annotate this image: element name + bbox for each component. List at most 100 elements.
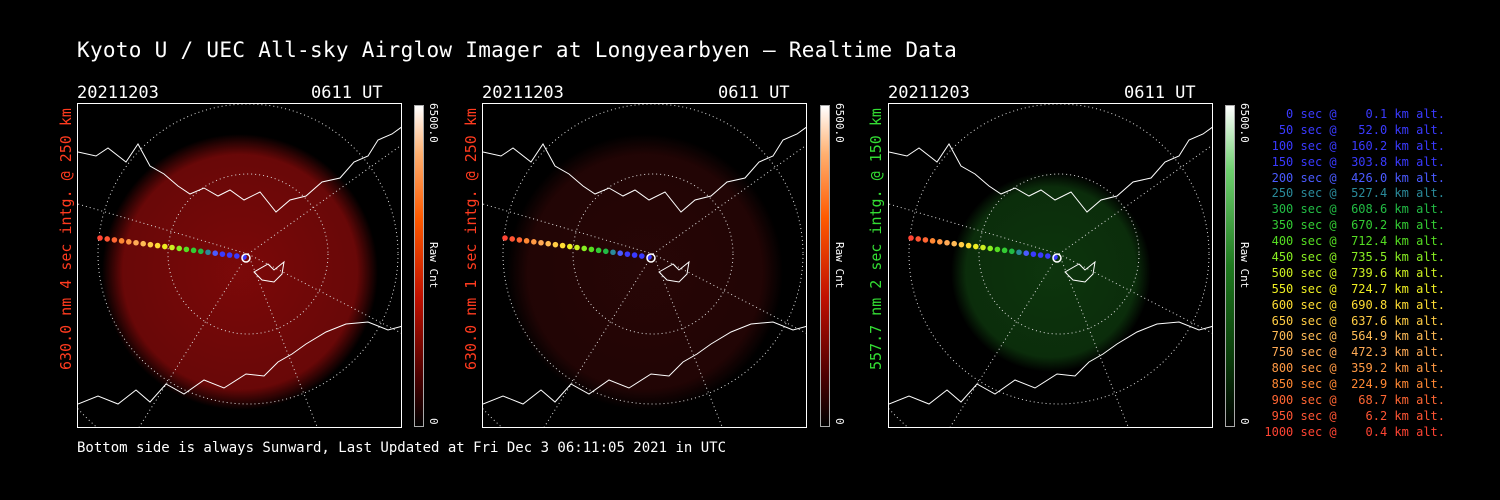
trajectory-point bbox=[183, 246, 190, 253]
panel-3-colorbar-unit: Raw Cnt bbox=[1238, 242, 1251, 289]
trajectory-point bbox=[169, 244, 175, 251]
trajectory-point bbox=[1045, 253, 1051, 259]
trajectory-point bbox=[958, 241, 965, 248]
trajectory-point bbox=[973, 243, 979, 250]
trajectory-point bbox=[595, 247, 602, 254]
legend-item: 650 sec @ 637.6 km alt. bbox=[1264, 313, 1445, 328]
trajectory-point bbox=[531, 239, 537, 245]
panel-1-colorbar-unit: Raw Cnt bbox=[427, 242, 440, 289]
trajectory-point bbox=[929, 238, 936, 244]
rocket-trajectory bbox=[97, 235, 251, 263]
panel-3-time: 0611 UT bbox=[1124, 83, 1196, 103]
trajectory-point bbox=[965, 242, 972, 249]
footer-note: Bottom side is always Sunward, Last Upda… bbox=[77, 440, 727, 456]
trajectory-point bbox=[162, 243, 168, 250]
rocket-trajectory bbox=[908, 235, 1062, 263]
trajectory-point bbox=[219, 251, 226, 257]
trajectory-point bbox=[118, 238, 125, 244]
trajectory-point bbox=[126, 239, 132, 245]
trajectory-point bbox=[111, 237, 118, 243]
trajectory-point bbox=[226, 252, 233, 258]
trajectory-point bbox=[567, 243, 573, 250]
trajectory-point bbox=[133, 239, 139, 246]
legend-item: 150 sec @ 303.8 km alt. bbox=[1264, 154, 1445, 169]
legend-item: 600 sec @ 690.8 km alt. bbox=[1264, 297, 1445, 312]
trajectory-point bbox=[140, 240, 146, 247]
trajectory-point bbox=[922, 237, 929, 243]
trajectory-point bbox=[1016, 249, 1022, 256]
panel-1-time: 0611 UT bbox=[311, 83, 383, 103]
panel-3-colorbar-min: 0 bbox=[1238, 418, 1251, 425]
panel-3-colorbar bbox=[1225, 105, 1235, 427]
panel-3-date: 20211203 bbox=[888, 83, 970, 103]
panel-2-time: 0611 UT bbox=[718, 83, 790, 103]
legend-item: 100 sec @ 160.2 km alt. bbox=[1264, 138, 1445, 153]
panel-2-image bbox=[482, 103, 807, 428]
rocket-trajectory bbox=[502, 235, 656, 263]
legend-item: 800 sec @ 359.2 km alt. bbox=[1264, 361, 1445, 376]
trajectory-point bbox=[980, 244, 986, 251]
panel-2-colorbar-min: 0 bbox=[833, 418, 846, 425]
panel-3-colorbar-max: 6500.0 bbox=[1238, 103, 1251, 143]
legend-item: 400 sec @ 712.4 km alt. bbox=[1264, 234, 1445, 249]
panel-1-colorbar-max: 6500.0 bbox=[427, 103, 440, 143]
legend-item: 900 sec @ 68.7 km alt. bbox=[1264, 393, 1445, 408]
airglow-disk bbox=[951, 172, 1151, 372]
legend-item: 550 sec @ 724.7 km alt. bbox=[1264, 281, 1445, 296]
trajectory-point bbox=[1030, 251, 1037, 257]
panel-3-side-label: 557.7 nm 2 sec intg. @ 150 km bbox=[867, 108, 885, 370]
trajectory-point bbox=[97, 235, 103, 241]
trajectory-point bbox=[994, 246, 1001, 253]
trajectory-point bbox=[559, 242, 566, 249]
legend-item: 0 sec @ 0.1 km alt. bbox=[1264, 107, 1445, 121]
sky-map bbox=[889, 104, 1212, 427]
trajectory-point bbox=[581, 245, 587, 252]
panel-2-side-label: 630.0 nm 1 sec intg. @ 250 km bbox=[462, 108, 480, 370]
trajectory-point bbox=[987, 245, 993, 252]
trajectory-point bbox=[198, 248, 204, 255]
legend-item: 1000 sec @ 0.4 km alt. bbox=[1264, 424, 1445, 439]
trajectory-point bbox=[516, 237, 523, 243]
page-title: Kyoto U / UEC All-sky Airglow Imager at … bbox=[77, 38, 958, 62]
trajectory-point bbox=[545, 240, 551, 247]
legend-item: 200 sec @ 426.0 km alt. bbox=[1264, 170, 1445, 185]
trajectory-point bbox=[944, 239, 950, 246]
panel-2-date: 20211203 bbox=[482, 83, 564, 103]
trajectory-point bbox=[212, 250, 218, 256]
trajectory-point bbox=[908, 235, 914, 241]
trajectory-point bbox=[588, 246, 595, 253]
trajectory-point bbox=[937, 239, 943, 245]
trajectory-point bbox=[617, 250, 623, 256]
trajectory-point bbox=[915, 236, 921, 242]
trajectory-point bbox=[234, 253, 240, 259]
legend-item: 750 sec @ 472.3 km alt. bbox=[1264, 345, 1445, 360]
trajectory-point bbox=[624, 251, 631, 257]
trajectory-point bbox=[147, 241, 154, 248]
legend-item: 700 sec @ 564.9 km alt. bbox=[1264, 329, 1445, 344]
legend-item: 500 sec @ 739.6 km alt. bbox=[1264, 265, 1445, 280]
trajectory-point bbox=[631, 252, 638, 258]
legend-item: 350 sec @ 670.2 km alt. bbox=[1264, 218, 1445, 233]
panel-1-colorbar-min: 0 bbox=[427, 418, 440, 425]
trajectory-point bbox=[176, 245, 182, 252]
trajectory-point bbox=[502, 235, 508, 241]
legend-item: 950 sec @ 6.2 km alt. bbox=[1264, 408, 1445, 423]
trajectory-point bbox=[190, 247, 197, 254]
panel-1-image bbox=[77, 103, 402, 428]
trajectory-point bbox=[639, 253, 645, 259]
legend-item: 50 sec @ 52.0 km alt. bbox=[1264, 122, 1445, 137]
trajectory-point bbox=[951, 240, 957, 247]
trajectory-point bbox=[154, 242, 161, 249]
panel-2-colorbar-max: 6500.0 bbox=[833, 103, 846, 143]
panel-1-date: 20211203 bbox=[77, 83, 159, 103]
panel-2-colorbar-unit: Raw Cnt bbox=[833, 242, 846, 289]
trajectory-point bbox=[603, 248, 609, 255]
trajectory-legend: 0 sec @ 0.1 km alt. 50 sec @ 52.0 km alt… bbox=[1255, 107, 1445, 441]
panel-3-image bbox=[888, 103, 1213, 428]
sky-map bbox=[78, 104, 401, 427]
trajectory-point bbox=[538, 239, 544, 246]
panel-2-colorbar bbox=[820, 105, 830, 427]
trajectory-point bbox=[523, 238, 530, 244]
legend-item: 450 sec @ 735.5 km alt. bbox=[1264, 250, 1445, 265]
trajectory-point bbox=[1009, 248, 1015, 255]
